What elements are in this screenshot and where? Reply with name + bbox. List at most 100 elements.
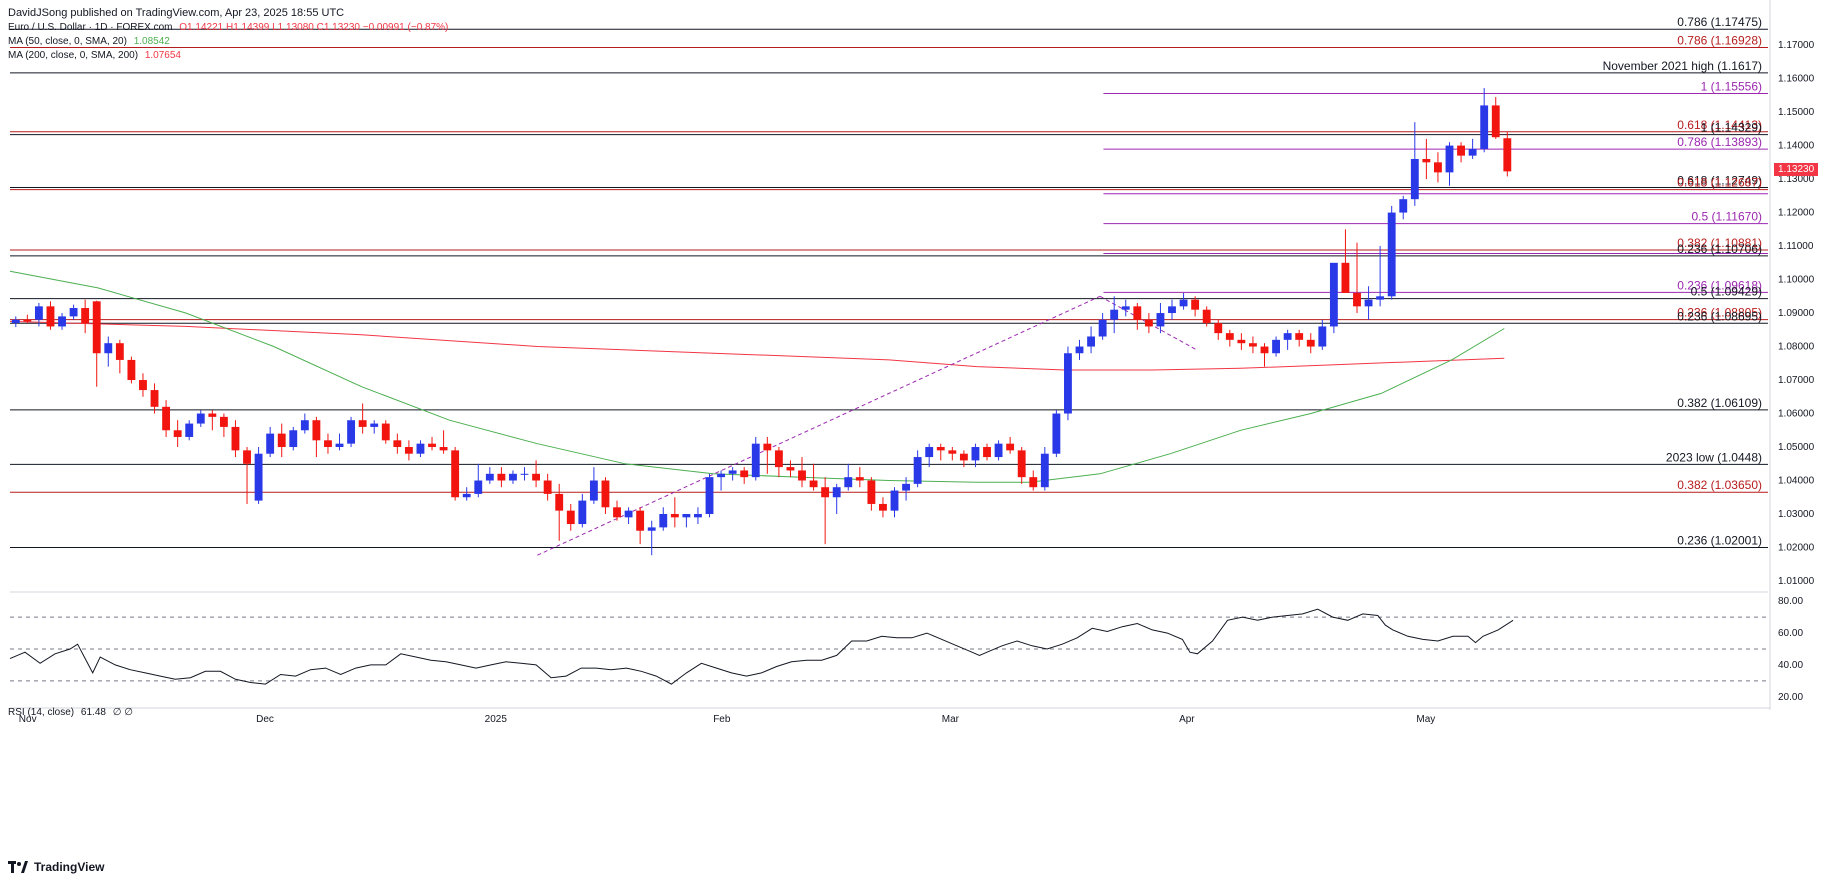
candle-body xyxy=(809,480,818,488)
price-tick-label: 1.09000 xyxy=(1778,308,1815,319)
time-axis-label: May xyxy=(1416,714,1435,725)
candle-body xyxy=(1064,353,1072,414)
price-tick-label: 1.01000 xyxy=(1778,576,1815,587)
candle-body xyxy=(46,306,55,327)
candle-body xyxy=(728,470,737,474)
candle-body xyxy=(821,487,830,498)
candle-body xyxy=(948,450,957,454)
candle-body xyxy=(254,453,263,501)
candle-body xyxy=(832,487,841,498)
level-label: 1 (1.14329) xyxy=(1701,121,1762,135)
candle-body xyxy=(231,426,240,451)
time-axis-label: Dec xyxy=(256,714,274,725)
level-label: 0.382 (1.06109) xyxy=(1677,396,1762,410)
level-label: 0.618 (1.12749) xyxy=(1677,173,1762,187)
candle-body xyxy=(1249,343,1257,347)
time-axis-label: Nov xyxy=(19,714,37,725)
candle-body xyxy=(1179,299,1188,307)
ma200-legend: MA (200, close, 0, SMA, 200) 1.07654 xyxy=(8,50,181,61)
candle-body xyxy=(1040,453,1049,488)
level-label: November 2021 high (1.1617) xyxy=(1603,59,1762,73)
price-tick-label: 1.16000 xyxy=(1778,74,1815,85)
candle-body xyxy=(34,306,43,320)
candle-body xyxy=(509,473,517,481)
candle-body xyxy=(786,467,795,471)
candle-body xyxy=(1399,199,1408,213)
candle-body xyxy=(589,480,598,501)
candle-body xyxy=(11,319,20,324)
candle-body xyxy=(58,316,66,327)
publisher-line: DavidJSong published on TradingView.com,… xyxy=(8,7,345,19)
candle-body xyxy=(994,443,1003,458)
candle-body xyxy=(694,513,702,518)
candle-body xyxy=(173,430,182,437)
level-label: 0.618 (1.14413) xyxy=(1677,118,1762,132)
candle-body xyxy=(393,440,402,448)
level-label: 0.5 (1.11670) xyxy=(1692,210,1763,224)
candle-body xyxy=(867,480,876,504)
candle-body xyxy=(358,420,367,427)
ma200-label: MA (200, close, 0, SMA, 200) xyxy=(8,50,139,61)
candle-body xyxy=(624,510,633,518)
price-tick-label: 1.04000 xyxy=(1778,476,1815,487)
level-label: 0.382 (1.03650) xyxy=(1677,478,1762,492)
candle-body xyxy=(23,319,32,322)
candle-body xyxy=(1214,323,1223,334)
candle-body xyxy=(1329,262,1338,327)
price-tick-label: 1.03000 xyxy=(1778,509,1815,520)
level-label: 0.236 (1.09618) xyxy=(1677,278,1762,292)
candle-body xyxy=(1306,339,1315,347)
candle-body xyxy=(1434,162,1442,173)
level-label: 0.236 (1.10706) xyxy=(1677,242,1762,256)
candle-body xyxy=(959,453,968,461)
candle-body xyxy=(1503,138,1512,172)
candle-body xyxy=(543,480,552,494)
candle-body xyxy=(578,500,587,525)
rsi-legend: RSI (14, close) 61.48 ∅ ∅ xyxy=(8,707,133,718)
candle-body xyxy=(324,440,332,448)
ma50-label: MA (50, close, 0, SMA, 20) xyxy=(8,36,127,47)
time-axis-label: Feb xyxy=(713,714,731,725)
candle-body xyxy=(1144,319,1153,327)
symbol-legend: Euro / U.S. Dollar · 1D · FOREX.com O1.1… xyxy=(8,22,448,33)
price-tick-label: 1.13000 xyxy=(1778,174,1815,185)
candle-body xyxy=(1133,306,1142,320)
tradingview-wordmark: TradingView xyxy=(34,860,105,874)
price-tick-label: 1.12000 xyxy=(1778,208,1815,219)
price-tick-label: 1.11000 xyxy=(1778,241,1814,252)
candle-body xyxy=(404,447,413,454)
candle-body xyxy=(1376,296,1385,300)
candle-body xyxy=(462,493,471,498)
candle-body xyxy=(1364,299,1373,307)
price-tick-label: 1.10000 xyxy=(1778,275,1815,286)
candle-body xyxy=(474,480,483,494)
candle-body xyxy=(717,473,726,478)
candle-body xyxy=(936,447,945,451)
candle-body xyxy=(127,359,136,381)
candle-body xyxy=(566,510,575,525)
candle-body xyxy=(381,423,390,441)
candle-body xyxy=(1318,326,1327,347)
candle-body xyxy=(670,513,679,518)
ma50-legend: MA (50, close, 0, SMA, 20) 1.08542 xyxy=(8,36,170,47)
candle-body xyxy=(1052,413,1061,454)
candle-body xyxy=(532,473,541,481)
candle-body xyxy=(139,380,147,391)
candle-body xyxy=(1156,313,1165,327)
candle-body xyxy=(347,420,356,444)
symbol-title: Euro / U.S. Dollar · 1D · FOREX.com xyxy=(8,22,173,33)
candle-body xyxy=(266,433,275,454)
rsi-tick-label: 80.00 xyxy=(1778,596,1803,607)
ma50-value: 1.08542 xyxy=(133,36,170,47)
candle-body xyxy=(555,493,564,511)
candle-body xyxy=(1006,443,1015,451)
candle-body xyxy=(312,420,321,441)
candle-body xyxy=(890,490,899,511)
candle-body xyxy=(370,423,379,427)
candle-body xyxy=(1295,333,1304,340)
candle-body xyxy=(913,457,922,484)
level-label: 0.236 (1.08805) xyxy=(1677,306,1762,320)
last-price-label: 1.13230 xyxy=(1774,163,1819,177)
candle-body xyxy=(277,433,286,448)
